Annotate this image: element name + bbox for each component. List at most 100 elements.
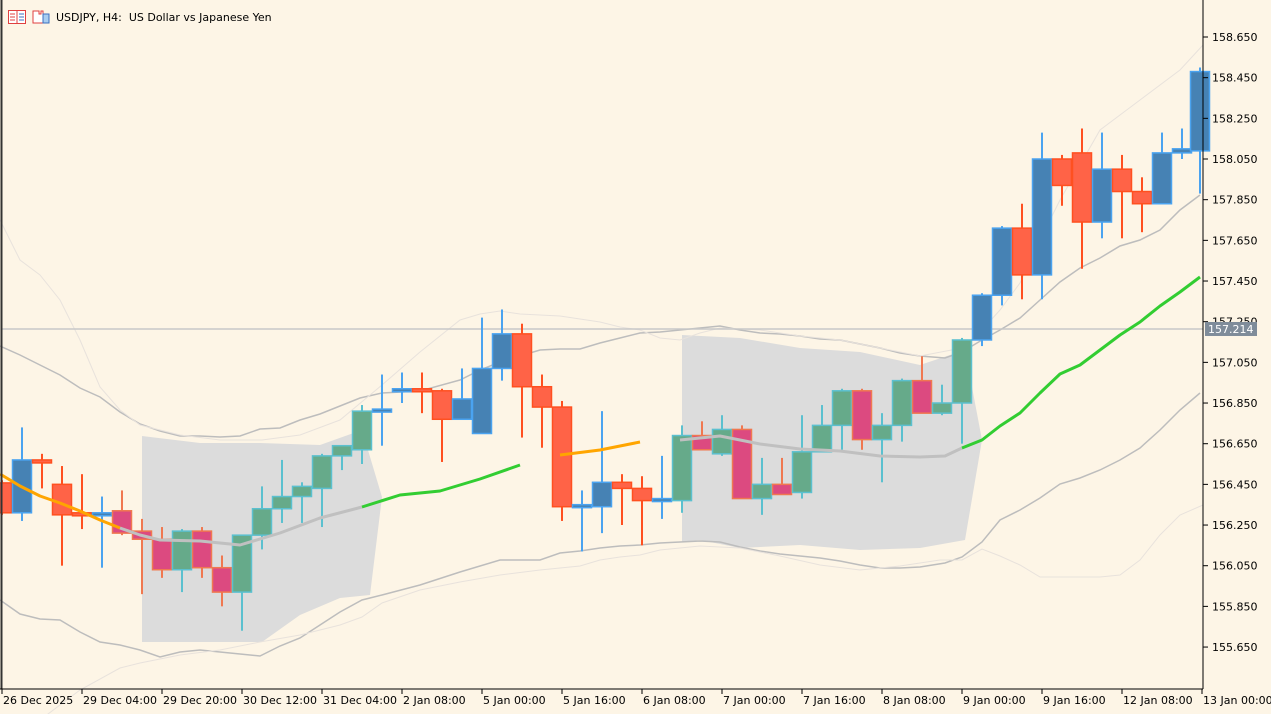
candle-body	[731, 428, 753, 500]
bearish-candle	[151, 527, 173, 578]
candle-body	[191, 530, 213, 569]
bullish-candle	[791, 415, 813, 499]
candle-body	[1051, 158, 1073, 187]
candle-body	[871, 424, 893, 441]
ma-segment	[361, 463, 521, 509]
candle-body	[831, 390, 853, 427]
bullish-candle	[831, 388, 853, 450]
trade-panel-icon[interactable]	[8, 10, 26, 24]
bullish-candle	[1189, 67, 1211, 194]
bullish-candle	[451, 368, 473, 421]
candle-body	[231, 534, 253, 593]
bearish-candle	[731, 425, 753, 500]
x-tick-label: 29 Dec 20:00	[163, 694, 237, 707]
ma-segment	[559, 440, 641, 457]
candle-body	[571, 503, 593, 509]
chart-title: USDJPY, H4: US Dollar vs Japanese Yen	[56, 10, 272, 24]
bearish-candle	[1131, 177, 1153, 233]
y-tick-label: 156.650	[1212, 438, 1258, 451]
candle-body	[451, 398, 473, 421]
candle-body	[851, 390, 873, 441]
bearish-candle	[911, 356, 933, 414]
bollinger-outer-line	[47, 504, 1204, 714]
bullish-candle	[751, 457, 773, 515]
chart-title-bar: USDJPY, H4: US Dollar vs Japanese Yen	[8, 8, 272, 26]
candle-body	[1131, 190, 1153, 205]
x-tick-label: 12 Jan 08:00	[1123, 694, 1193, 707]
chart-window-icon[interactable]	[32, 10, 50, 24]
y-tick-label: 157.450	[1212, 275, 1258, 288]
price-axis[interactable]: 158.650 158.450 158.250 158.050 157.850 157.6…	[1203, 31, 1258, 654]
bullish-candle	[1031, 132, 1053, 300]
bullish-candle	[991, 226, 1013, 306]
y-tick-label: 158.450	[1212, 72, 1258, 85]
candle-body	[1011, 227, 1033, 276]
y-tick-label: 155.650	[1212, 641, 1258, 654]
bullish-candle	[971, 293, 993, 347]
x-tick-label: 7 Jan 16:00	[803, 694, 866, 707]
bullish-candle	[591, 411, 613, 534]
bearish-candle	[511, 323, 533, 438]
candle-body	[1171, 148, 1193, 154]
bullish-candle	[271, 459, 293, 523]
bullish-candle	[331, 444, 353, 471]
candle-body	[391, 388, 413, 393]
x-tick-label: 8 Jan 08:00	[883, 694, 946, 707]
candles	[0, 67, 1211, 631]
candle-body	[631, 487, 653, 502]
y-tick-label: 156.050	[1212, 560, 1258, 573]
candle-body	[531, 385, 553, 408]
candle-body	[791, 451, 813, 494]
candle-body	[151, 538, 173, 571]
x-tick-label: 9 Jan 00:00	[963, 694, 1026, 707]
bearish-candle	[411, 372, 433, 414]
price-tag-label: 157.214	[1208, 323, 1254, 336]
bullish-candle	[471, 317, 493, 435]
x-tick-label: 5 Jan 16:00	[563, 694, 626, 707]
candle-body	[511, 333, 533, 388]
ma-segment	[119, 505, 363, 547]
candle-body	[491, 333, 513, 370]
x-tick-label: 13 Jan 00:00	[1203, 694, 1271, 707]
candle-body	[331, 444, 353, 457]
candle-body	[551, 406, 573, 508]
bullish-candle	[811, 405, 833, 453]
bearish-candle	[211, 555, 233, 607]
bearish-candle	[531, 374, 553, 448]
bearish-candle	[611, 474, 633, 525]
candle-body	[291, 485, 313, 498]
y-tick-label: 157.050	[1212, 356, 1258, 369]
candle-body	[711, 428, 733, 455]
bullish-candle	[231, 534, 253, 631]
moving-average	[0, 275, 1201, 547]
candle-body	[751, 483, 773, 500]
candle-body	[31, 459, 53, 464]
candle-body	[1071, 152, 1093, 223]
candle-body	[591, 481, 613, 508]
bearish-candle	[1111, 154, 1133, 239]
candle-body	[991, 227, 1013, 296]
candle-body	[51, 483, 73, 516]
candle-body	[471, 367, 493, 435]
bullish-candle	[291, 482, 313, 523]
bullish-candle	[571, 490, 593, 552]
bullish-candle	[371, 374, 393, 446]
bullish-candle	[91, 496, 113, 568]
x-tick-label: 9 Jan 16:00	[1043, 694, 1106, 707]
y-tick-label: 157.650	[1212, 234, 1258, 247]
candle-body	[1151, 152, 1173, 205]
time-axis[interactable]: 26 Dec 2025 29 Dec 04:00 29 Dec 20:00 30 De…	[1, 689, 1271, 707]
x-tick-label: 7 Jan 00:00	[723, 694, 786, 707]
bearish-candle	[51, 466, 73, 566]
candle-body	[251, 507, 273, 536]
bullish-candle	[351, 405, 373, 464]
bearish-candle	[1011, 203, 1033, 300]
candle-body	[351, 410, 373, 451]
candle-body	[431, 390, 453, 421]
bearish-candle	[431, 388, 453, 462]
x-tick-label: 29 Dec 04:00	[83, 694, 157, 707]
bullish-candle	[11, 427, 33, 521]
candle-body	[891, 379, 913, 427]
candle-body	[771, 483, 793, 496]
